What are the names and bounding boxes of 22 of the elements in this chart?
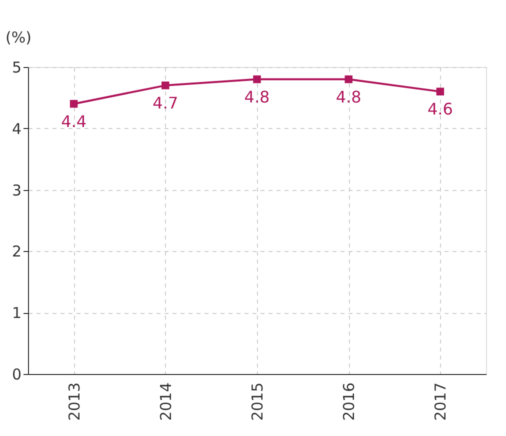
y-tick-label: 4: [12, 120, 22, 138]
data-label: 4.6: [427, 100, 453, 119]
data-label: 4.7: [152, 93, 178, 112]
x-tick-label: 2014: [156, 382, 175, 421]
data-label: 4.4: [61, 112, 87, 131]
point: [436, 88, 444, 96]
y-tick-label: 1: [12, 304, 22, 322]
point: [253, 75, 261, 84]
x-tick-label: 2016: [340, 382, 358, 421]
x-tick-label: 2015: [248, 382, 266, 421]
y-tick-label: 0: [12, 366, 22, 384]
y-axis-title: (%): [6, 28, 32, 46]
data-label: 4.8: [336, 87, 362, 106]
y-tick-label: 3: [12, 181, 22, 200]
y-tick-label: 5: [12, 58, 22, 76]
point: [344, 75, 352, 84]
x-tick-label: 2017: [432, 382, 450, 421]
x-tick-label: 2013: [65, 382, 84, 421]
y-tick-label: 2: [12, 242, 22, 261]
point: [70, 100, 78, 108]
point: [162, 82, 170, 90]
data-label: 4.8: [244, 87, 270, 106]
